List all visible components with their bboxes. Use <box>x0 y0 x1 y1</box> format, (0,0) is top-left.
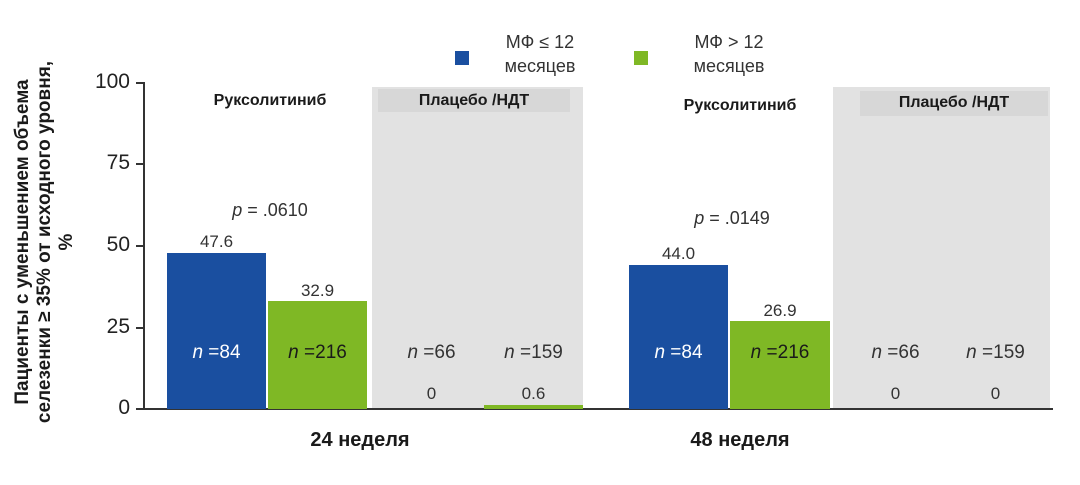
n-equals: = <box>882 342 899 363</box>
n-label-w24-rux-le12: n =84 <box>167 342 266 364</box>
x-category-week24: 24 неделя <box>310 429 410 451</box>
value-label-w24-pla-le12: 0 <box>426 384 437 403</box>
placebo-header-week24: Плацебо /НДТ <box>378 89 570 112</box>
y-tick-50 <box>136 245 144 247</box>
p-value-number: .0610 <box>262 200 308 220</box>
bar-w24-rux-gt12 <box>268 301 367 409</box>
n-value: 216 <box>315 342 347 363</box>
n-symbol: n <box>966 342 977 363</box>
y-tick-75 <box>136 163 144 165</box>
n-symbol: n <box>407 342 419 363</box>
bar-w24-rux-le12 <box>167 253 266 409</box>
legend-swatch-blue <box>455 51 469 65</box>
n-label-w48-pla-le12: n =66 <box>846 342 945 364</box>
ruxolitinib-header-week24: Руксолитиниб <box>213 92 327 109</box>
x-category-week48: 48 неделя <box>690 429 790 451</box>
legend-label-mf-gt-12: МФ > 12 месяцев <box>684 30 774 78</box>
y-axis <box>143 82 145 410</box>
p-value-number: .0149 <box>724 208 770 228</box>
n-symbol: n <box>871 342 883 363</box>
y-tick-label-25: 25 <box>106 315 130 338</box>
n-symbol: n <box>288 342 299 363</box>
n-value: 84 <box>681 342 703 363</box>
n-value: 66 <box>898 342 920 363</box>
value-label-w48-rux-le12: 44.0 <box>661 244 696 263</box>
y-tick-25 <box>136 327 144 329</box>
legend-label-line1: МФ > 12 <box>694 32 764 52</box>
n-equals: = <box>203 342 220 363</box>
n-value: 216 <box>777 342 810 363</box>
bar-w24-pla-gt12 <box>484 405 583 409</box>
placebo-header-week48: Плацебо /НДТ <box>860 91 1048 116</box>
n-symbol: n <box>654 342 666 363</box>
placebo-panel-week24 <box>372 87 583 409</box>
p-equals: = <box>242 200 263 220</box>
n-label-w48-rux-le12: n =84 <box>629 342 728 364</box>
value-label-w24-pla-gt12: 0.6 <box>521 384 546 403</box>
bar-w48-rux-le12 <box>629 265 728 409</box>
n-label-w24-pla-gt12: n =159 <box>484 342 583 364</box>
n-symbol: n <box>192 342 204 363</box>
y-axis-title-wrap: Пациенты с уменьшением объема селезенки … <box>0 0 90 485</box>
n-equals: = <box>761 342 778 363</box>
n-label-w24-rux-gt12: n =216 <box>268 342 367 364</box>
y-tick-100 <box>136 82 144 84</box>
y-axis-title-line2: селезенки ≥ 35% от исходного уровня, <box>34 60 55 424</box>
n-equals: = <box>418 342 435 363</box>
n-value: 84 <box>219 342 241 363</box>
n-equals: = <box>665 342 682 363</box>
value-label-w24-rux-le12: 47.6 <box>199 232 234 251</box>
legend-label-line1: МФ ≤ 12 <box>505 32 575 52</box>
p-symbol: p <box>694 208 705 228</box>
p-value-week48: p = .0149 <box>667 208 797 229</box>
x-axis <box>143 408 1053 410</box>
legend-swatch-green <box>634 51 648 65</box>
y-axis-title-line3: % <box>56 233 77 251</box>
y-tick-label-75: 75 <box>106 151 130 174</box>
bar-w48-rux-gt12 <box>730 321 830 409</box>
legend-label-line2: месяцев <box>504 56 576 76</box>
value-label-w48-rux-gt12: 26.9 <box>763 301 797 320</box>
y-axis-title-line1: Пациенты с уменьшением объема <box>12 79 33 405</box>
p-value-week24: p = .0610 <box>205 200 335 221</box>
y-tick-label-50: 50 <box>106 233 130 256</box>
n-equals: = <box>514 342 532 363</box>
y-axis-title: Пациенты с уменьшением объема селезенки … <box>12 2 78 482</box>
y-tick-label-100: 100 <box>94 70 130 93</box>
n-value: 159 <box>531 342 563 363</box>
value-label-w48-pla-gt12: 0 <box>990 384 1001 403</box>
value-label-w48-pla-le12: 0 <box>890 384 901 403</box>
n-value: 66 <box>434 342 456 363</box>
n-symbol: n <box>504 342 515 363</box>
n-label-w24-pla-le12: n =66 <box>382 342 481 364</box>
p-symbol: p <box>232 200 243 220</box>
n-symbol: n <box>750 342 762 363</box>
value-label-w24-rux-gt12: 32.9 <box>300 281 335 300</box>
n-label-w48-rux-gt12: n =216 <box>730 342 830 364</box>
ruxolitinib-header-week48: Руксолитиниб <box>683 97 797 114</box>
p-equals: = <box>704 208 725 228</box>
placebo-panel-week48 <box>833 87 1050 409</box>
n-label-w48-pla-gt12: n =159 <box>946 342 1045 364</box>
legend-label-mf-le-12: МФ ≤ 12 месяцев <box>495 30 585 78</box>
n-equals: = <box>298 342 316 363</box>
y-tick-0 <box>136 408 144 410</box>
n-equals: = <box>976 342 994 363</box>
legend-label-line2: месяцев <box>693 56 765 76</box>
y-tick-label-0: 0 <box>118 396 130 419</box>
n-value: 159 <box>993 342 1025 363</box>
